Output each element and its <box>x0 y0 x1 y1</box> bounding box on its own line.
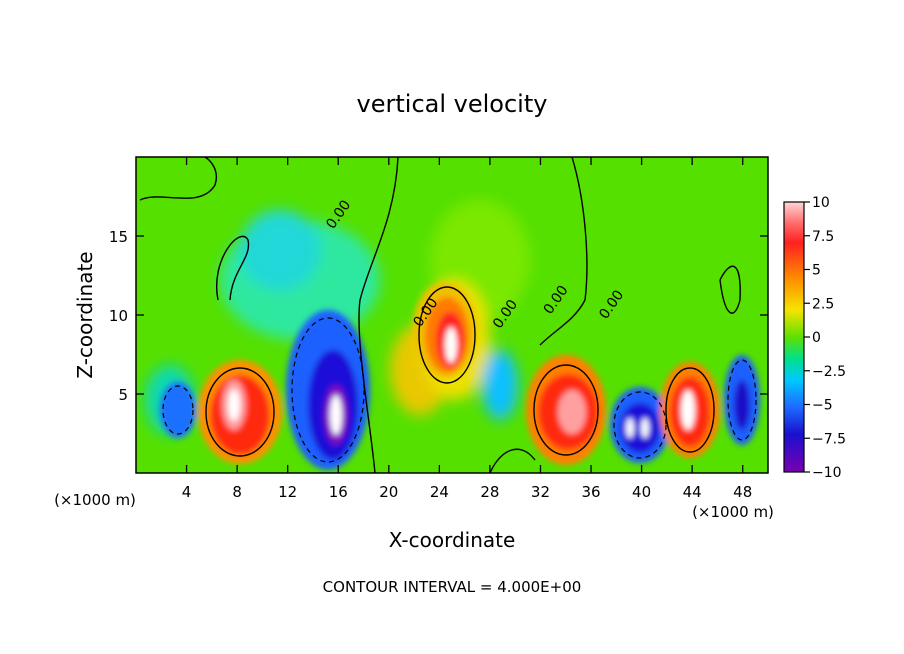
x-tick-label: 4 <box>182 483 192 501</box>
cell-2-blue <box>160 382 196 438</box>
y-axis-ticks: 5 10 15 <box>109 228 768 404</box>
x-tick-label: 8 <box>232 483 242 501</box>
x-axis-ticks: 4 8 12 16 20 24 28 32 36 40 44 48 <box>182 157 752 501</box>
x-tick-label: 36 <box>581 483 600 501</box>
contour-8 <box>205 367 275 457</box>
contour-lines-dashed <box>162 317 757 463</box>
x-tick-label: 24 <box>430 483 449 501</box>
field-cells <box>160 282 760 470</box>
cell-40-darkblue <box>620 403 660 453</box>
x-tick-label: 20 <box>379 483 398 501</box>
y-tick-label: 10 <box>109 307 128 325</box>
colorbar-tick-label: −10 <box>812 465 842 481</box>
colorbar-tick-label: 2.5 <box>812 296 834 312</box>
x-tick-label: 32 <box>531 483 550 501</box>
cell-40-white-b <box>641 418 649 438</box>
x-unit-right: (×1000 m) <box>692 503 774 521</box>
contour-zero-c <box>539 157 588 346</box>
cell-8-white <box>228 389 240 421</box>
cell-34-pink <box>558 390 586 434</box>
contour-34 <box>533 364 599 456</box>
contour-44 <box>665 367 715 453</box>
contour-zero-a <box>216 235 250 301</box>
x-tick-label: 44 <box>683 483 702 501</box>
plot-area: 0.000.00 0.00 0.00 0.00 <box>136 157 768 473</box>
y-tick-label: 5 <box>118 386 128 404</box>
colorbar-tick-label: −7.5 <box>812 431 846 447</box>
colorbar-tick-label: 0 <box>812 330 821 346</box>
colorbar-ticks: 10 7.5 5 2.5 0 −2.5 −5 −7.5 −10 <box>804 195 846 481</box>
cell-48-darkblue <box>734 380 750 430</box>
colorbar-tick-label: −2.5 <box>812 364 846 380</box>
y-axis-label: Z-coordinate <box>73 251 97 378</box>
x-tick-label: 12 <box>278 483 297 501</box>
x-axis-label: X-coordinate <box>389 528 516 552</box>
contour-neg-16 <box>291 317 365 463</box>
contour-neg-48 <box>727 359 757 441</box>
contour-24 <box>418 286 476 384</box>
contour-zero-e <box>719 265 741 314</box>
contour-zero-upper <box>139 157 217 201</box>
y-tick-label: 15 <box>109 228 128 246</box>
contour-neg-2 <box>162 385 194 435</box>
cell-16-white <box>330 395 342 435</box>
cell-44-white <box>681 390 695 430</box>
x-tick-label: 16 <box>329 483 348 501</box>
colorbar-tick-label: 7.5 <box>812 229 834 245</box>
region-cyan-30 <box>482 350 518 420</box>
chart-title: vertical velocity <box>357 90 548 118</box>
region-cyan-upper <box>240 210 320 290</box>
colorbar-tick-label: −5 <box>812 398 833 414</box>
colorbar-scale <box>783 201 805 473</box>
cell-40-white-a <box>626 418 634 438</box>
contour-neg-40 <box>613 391 667 459</box>
contour-lines <box>139 157 741 473</box>
x-unit-left: (×1000 m) <box>54 491 136 509</box>
colorbar-tick-label: 10 <box>812 195 830 211</box>
x-tick-label: 40 <box>632 483 651 501</box>
contour-interval-note: CONTOUR INTERVAL = 4.000E+00 <box>323 578 582 596</box>
contour-zero-d <box>489 448 536 473</box>
x-tick-label: 28 <box>480 483 499 501</box>
contour-zero-b <box>358 157 399 473</box>
colorbar: 10 7.5 5 2.5 0 −2.5 −5 −7.5 −10 <box>783 195 846 481</box>
x-tick-label: 48 <box>733 483 752 501</box>
cell-24-white <box>445 327 457 363</box>
colorbar-tick-label: 5 <box>812 263 821 279</box>
